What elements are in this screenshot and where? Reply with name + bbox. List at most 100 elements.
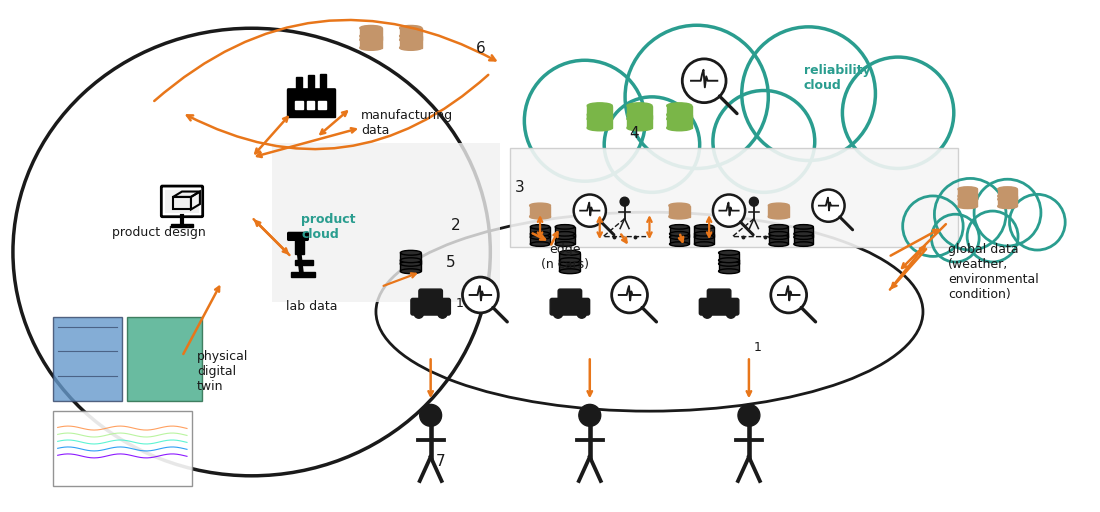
Ellipse shape (718, 258, 739, 263)
Ellipse shape (998, 194, 1018, 198)
Text: 1: 1 (754, 342, 762, 354)
FancyBboxPatch shape (165, 190, 199, 213)
FancyBboxPatch shape (627, 105, 652, 119)
Text: physical
digital
twin: physical digital twin (197, 350, 249, 393)
FancyBboxPatch shape (272, 143, 500, 302)
Ellipse shape (560, 261, 581, 266)
Ellipse shape (529, 203, 550, 208)
Circle shape (738, 404, 760, 426)
FancyBboxPatch shape (694, 234, 714, 244)
Text: lab data: lab data (286, 300, 338, 313)
FancyBboxPatch shape (287, 89, 336, 117)
Ellipse shape (769, 225, 789, 229)
FancyBboxPatch shape (296, 77, 303, 89)
FancyBboxPatch shape (958, 189, 978, 199)
Ellipse shape (958, 187, 978, 191)
Text: edge
(n cars): edge (n cars) (541, 243, 589, 271)
Ellipse shape (399, 26, 422, 31)
Ellipse shape (399, 37, 422, 42)
Ellipse shape (627, 112, 652, 118)
Ellipse shape (998, 204, 1018, 208)
FancyBboxPatch shape (718, 260, 739, 271)
FancyBboxPatch shape (400, 260, 421, 271)
FancyBboxPatch shape (560, 260, 581, 271)
FancyBboxPatch shape (399, 36, 422, 48)
FancyBboxPatch shape (419, 289, 442, 303)
FancyBboxPatch shape (694, 227, 714, 237)
FancyBboxPatch shape (296, 239, 304, 254)
Circle shape (574, 195, 606, 227)
Text: product
cloud: product cloud (301, 213, 356, 241)
FancyBboxPatch shape (411, 298, 450, 315)
Ellipse shape (769, 231, 789, 236)
Ellipse shape (560, 250, 581, 255)
Circle shape (967, 211, 1018, 262)
Text: 3: 3 (515, 180, 525, 196)
Circle shape (420, 404, 441, 426)
FancyBboxPatch shape (162, 186, 202, 217)
Ellipse shape (587, 112, 613, 118)
FancyBboxPatch shape (558, 289, 582, 303)
Ellipse shape (794, 235, 813, 240)
Circle shape (726, 309, 736, 318)
Ellipse shape (400, 261, 421, 266)
FancyBboxPatch shape (794, 227, 813, 237)
Circle shape (934, 178, 1006, 250)
Circle shape (741, 27, 876, 161)
Ellipse shape (667, 125, 692, 131)
FancyBboxPatch shape (670, 227, 689, 237)
Ellipse shape (958, 197, 978, 202)
Ellipse shape (556, 235, 574, 240)
Text: 1: 1 (455, 297, 463, 310)
Ellipse shape (958, 204, 978, 208)
FancyBboxPatch shape (707, 289, 730, 303)
Circle shape (903, 196, 964, 257)
Ellipse shape (694, 235, 714, 240)
FancyBboxPatch shape (360, 36, 382, 48)
FancyBboxPatch shape (667, 105, 692, 119)
FancyBboxPatch shape (669, 205, 690, 217)
Ellipse shape (768, 203, 789, 208)
FancyBboxPatch shape (53, 411, 192, 486)
Circle shape (749, 197, 758, 206)
FancyBboxPatch shape (794, 234, 813, 244)
Ellipse shape (530, 235, 550, 240)
Ellipse shape (670, 235, 689, 240)
Text: 2: 2 (451, 218, 460, 233)
Ellipse shape (556, 225, 574, 229)
Circle shape (438, 309, 447, 318)
FancyBboxPatch shape (399, 28, 422, 40)
Ellipse shape (400, 269, 421, 273)
Ellipse shape (360, 45, 382, 50)
Text: 7: 7 (436, 454, 446, 469)
FancyBboxPatch shape (667, 115, 692, 128)
FancyBboxPatch shape (560, 253, 581, 264)
Text: manufacturing
data: manufacturing data (361, 109, 453, 137)
Circle shape (703, 309, 712, 318)
Circle shape (843, 57, 954, 168)
Ellipse shape (530, 231, 550, 236)
FancyBboxPatch shape (998, 189, 1018, 199)
Ellipse shape (587, 116, 613, 122)
FancyBboxPatch shape (319, 101, 327, 109)
FancyBboxPatch shape (700, 298, 739, 315)
Text: reliability
cloud: reliability cloud (804, 64, 870, 92)
Ellipse shape (670, 231, 689, 236)
FancyBboxPatch shape (556, 227, 574, 237)
Circle shape (975, 179, 1041, 246)
FancyBboxPatch shape (360, 28, 382, 40)
Circle shape (415, 309, 424, 318)
FancyBboxPatch shape (288, 232, 308, 240)
Ellipse shape (669, 203, 690, 208)
Circle shape (1010, 195, 1065, 250)
FancyBboxPatch shape (556, 234, 574, 244)
Circle shape (553, 309, 563, 318)
FancyBboxPatch shape (627, 115, 652, 128)
Ellipse shape (670, 242, 689, 246)
Ellipse shape (769, 235, 789, 240)
Ellipse shape (718, 250, 739, 255)
FancyBboxPatch shape (670, 234, 689, 244)
Ellipse shape (627, 103, 652, 109)
FancyBboxPatch shape (295, 101, 302, 109)
Ellipse shape (694, 225, 714, 229)
